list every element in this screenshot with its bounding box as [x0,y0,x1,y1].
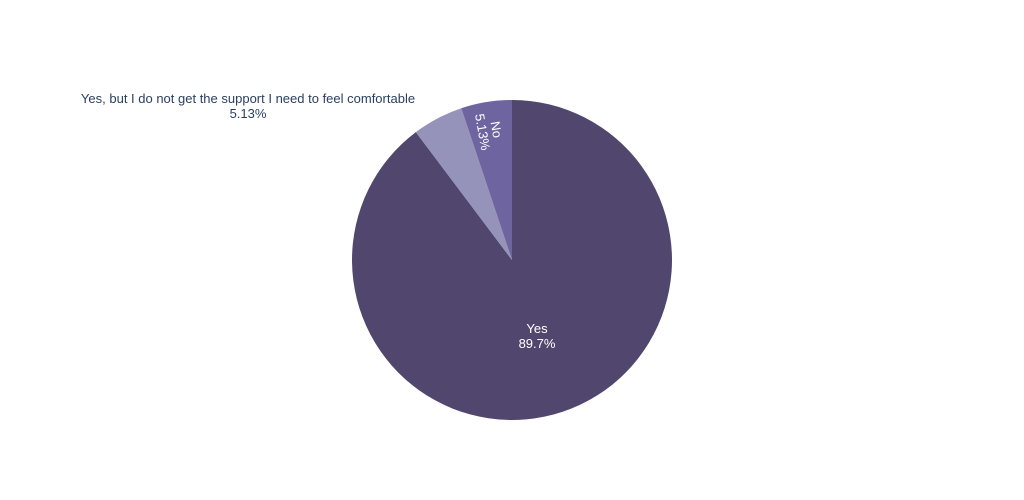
slice-no [461,100,512,260]
slice-percent-yes: 89.7% [519,336,556,351]
slice-label-yes-but: Yes, but I do not get the support I need… [81,91,415,106]
slice-percent-no: 5.13% [472,112,493,151]
slice-yes-but [415,108,512,260]
pie-slices [352,100,672,420]
slice-label-no: No [488,120,506,139]
slice-percent-yes-but: 5.13% [230,106,267,121]
pie-labels: Yes 89.7% Yes, but I do not get the supp… [81,91,556,351]
slice-label-yes: Yes [526,321,548,336]
